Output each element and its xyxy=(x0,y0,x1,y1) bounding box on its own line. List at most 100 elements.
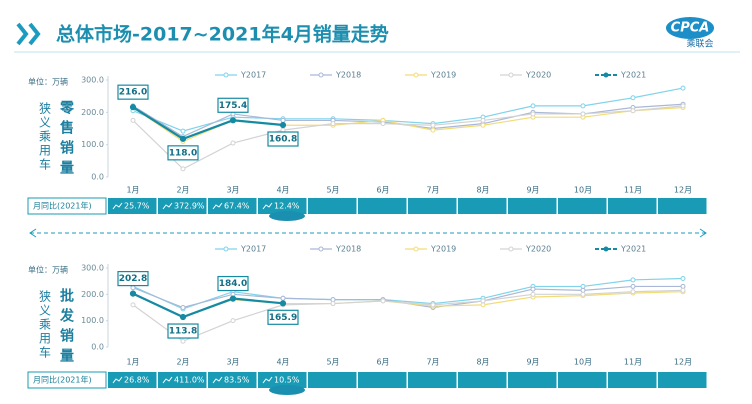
point xyxy=(279,300,287,307)
data-label: 202.8 xyxy=(119,274,147,284)
data-label: 175.4 xyxy=(219,101,247,111)
legend-label: Y2019 xyxy=(430,245,456,254)
legend-marker xyxy=(603,246,609,252)
point xyxy=(630,289,636,295)
legend-marker xyxy=(603,72,609,78)
yoy-arrow xyxy=(212,202,223,210)
x-tick-label: 3月 xyxy=(226,186,239,195)
label-box xyxy=(117,270,149,287)
label-box xyxy=(167,145,199,161)
yoy-value: 10.5% xyxy=(274,376,300,385)
point xyxy=(180,128,186,134)
y-tick-label: 200.0 xyxy=(81,290,104,299)
point xyxy=(530,103,536,109)
point xyxy=(580,103,586,109)
point xyxy=(680,283,686,289)
x-tick-label: 3月 xyxy=(226,358,239,367)
yoy-value: 67.4% xyxy=(224,202,250,211)
point xyxy=(630,108,636,114)
point xyxy=(130,302,136,308)
point xyxy=(480,117,486,123)
legend-label: Y2021 xyxy=(620,71,646,80)
x-tick-label: 1月 xyxy=(126,186,139,195)
x-tick-label: 6月 xyxy=(376,358,389,367)
yoy-arrow xyxy=(112,202,123,210)
legend-marker xyxy=(318,72,324,78)
point xyxy=(680,276,686,282)
legend-label: Y2018 xyxy=(335,71,361,80)
car-icon xyxy=(269,211,305,221)
data-label: 184.0 xyxy=(219,279,247,289)
legend-marker xyxy=(318,246,324,252)
point xyxy=(630,283,636,289)
yoy-value: 83.5% xyxy=(224,376,250,385)
point xyxy=(330,121,336,127)
x-tick-label: 2月 xyxy=(176,186,189,195)
legend-label: Y2020 xyxy=(525,245,551,254)
x-tick-label: 11月 xyxy=(624,358,642,367)
point xyxy=(130,117,136,123)
divider-arrow xyxy=(699,228,707,238)
panel-title: 零售销量 xyxy=(58,99,75,180)
legend-marker xyxy=(508,72,514,78)
point xyxy=(280,117,286,123)
point xyxy=(179,135,187,142)
point xyxy=(580,291,586,297)
series-line xyxy=(132,106,284,141)
point xyxy=(680,103,686,109)
page-title: 总体市场-2017~2021年4月销量走势 xyxy=(56,23,389,46)
yoy-cell xyxy=(658,372,707,388)
label-box xyxy=(217,275,249,292)
yoy-label: 月同比(2021年) xyxy=(33,375,92,385)
point xyxy=(380,298,386,304)
point xyxy=(129,104,137,111)
yoy-cell xyxy=(458,198,507,214)
yoy-cell xyxy=(358,198,407,214)
legend-marker xyxy=(413,72,419,78)
point xyxy=(380,121,386,127)
yoy-arrow xyxy=(212,376,223,384)
yoy-cell xyxy=(358,372,407,388)
side-label: 狭义乘用车 xyxy=(38,102,52,172)
point xyxy=(129,290,137,297)
yoy-cell xyxy=(258,198,307,214)
yoy-arrow xyxy=(162,376,173,384)
point xyxy=(330,301,336,307)
point xyxy=(180,338,186,344)
point xyxy=(279,121,287,129)
yoy-value: 25.7% xyxy=(124,202,150,211)
side-label: 狭义乘用车 xyxy=(38,290,52,360)
legend-marker xyxy=(223,72,229,78)
x-tick-label: 7月 xyxy=(426,186,439,195)
data-label: 216.0 xyxy=(119,88,147,98)
point xyxy=(630,95,636,101)
yoy-cell xyxy=(608,198,657,214)
label-box xyxy=(267,309,299,325)
yoy-cell xyxy=(608,372,657,388)
x-tick-label: 5月 xyxy=(326,358,339,367)
x-tick-label: 8月 xyxy=(476,186,489,195)
unit-label: 单位：万辆 xyxy=(28,77,68,87)
point xyxy=(630,277,636,283)
data-label: 165.9 xyxy=(269,313,297,323)
data-label: 113.8 xyxy=(169,327,197,337)
yoy-value: 12.4% xyxy=(274,202,300,211)
y-tick-label: 100.0 xyxy=(81,316,104,325)
data-label: 118.0 xyxy=(169,148,197,158)
point xyxy=(480,122,486,128)
point xyxy=(430,122,436,128)
yoy-label-cell xyxy=(27,371,107,389)
x-tick-label: 4月 xyxy=(276,358,289,367)
point xyxy=(130,285,136,291)
label-box xyxy=(217,97,249,113)
series-line xyxy=(132,277,684,310)
x-tick-label: 8月 xyxy=(476,358,489,367)
x-tick-label: 2月 xyxy=(176,358,189,367)
yoy-arrow xyxy=(262,202,273,210)
point xyxy=(480,302,486,308)
yoy-arrow xyxy=(162,202,173,210)
x-tick-label: 10月 xyxy=(574,186,592,195)
point xyxy=(580,283,586,289)
yoy-value: 26.8% xyxy=(124,376,150,385)
